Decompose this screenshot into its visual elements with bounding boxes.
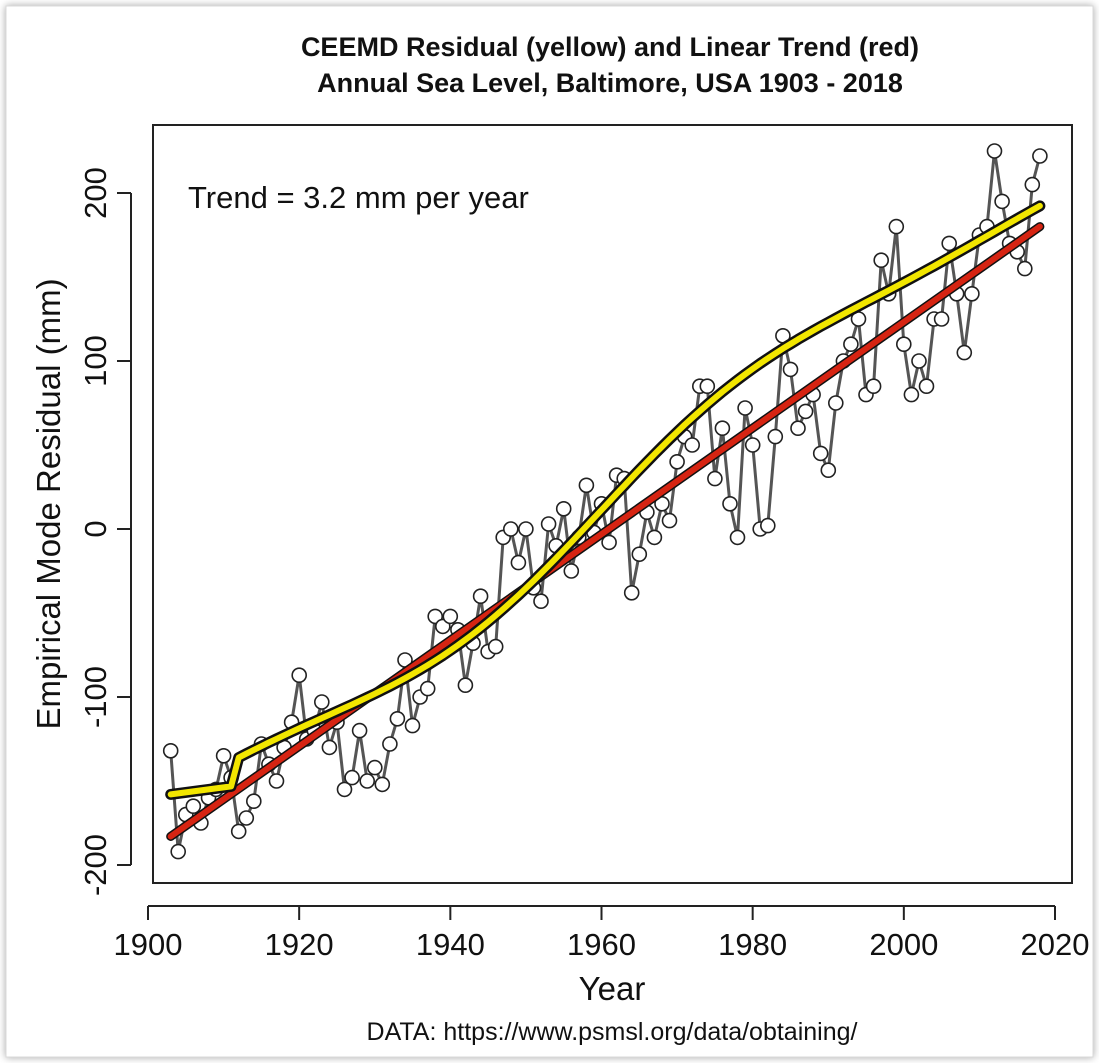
data-point [865,378,882,395]
trend-series [166,222,1045,841]
data-point [578,477,595,494]
y-tick-label: -100 [78,666,113,728]
data-point [661,512,678,529]
residual-series [165,200,1046,800]
chart-title: CEEMD Residual (yellow) and Linear Trend… [301,32,919,62]
data-point [215,747,232,764]
data-point [790,420,806,437]
data-point [941,235,958,252]
data-point [820,462,837,479]
data-point [714,420,731,437]
data-point [230,823,247,840]
data-point [631,546,648,563]
data-point [729,529,746,546]
data-point [737,400,753,416]
data-point [767,428,784,445]
data-point [246,793,262,810]
data-point [956,344,973,361]
data-point [555,500,572,517]
data-point [1024,176,1041,193]
data-point [986,143,1003,159]
data-point [722,495,738,512]
data-point [457,677,474,694]
data-point [344,769,360,786]
data-point [336,781,353,798]
x-tick-label: 1960 [567,927,636,962]
data-point [518,521,534,537]
data-point [419,680,436,697]
data-point [1017,260,1033,277]
data-point [1032,148,1048,164]
x-axis-label: Year [579,970,646,1007]
data-point [472,588,489,605]
data-point [238,810,255,826]
data-point [382,736,398,752]
data-point [313,694,330,710]
data-point [873,252,890,269]
data-point [744,437,761,453]
x-tick-label: 2020 [1021,927,1090,962]
data-point [389,710,406,727]
x-tick-label: 1920 [265,927,334,962]
data-point [797,403,814,420]
data-point [533,593,549,610]
data-point [359,773,376,789]
data-point [540,516,557,532]
x-axis: 1900 1920 1940 1960 1980 2000 2020 [114,905,1090,962]
data-point [321,739,338,756]
data-point [903,386,920,403]
data-point [669,453,685,470]
source-note: DATA: https://www.psmsl.org/data/obtaini… [367,1018,858,1046]
data-point [684,437,701,453]
chart-subtitle: Annual Sea Level, Baltimore, USA 1903 - … [317,68,903,98]
x-tick-label: 1940 [416,927,485,962]
data-point [911,353,927,369]
data-point [843,336,859,353]
y-tick-label: 200 [78,167,113,219]
data-point [170,843,186,860]
trend-annotation: Trend = 3.2 mm per year [188,180,529,215]
data-point [291,667,308,684]
data-point [502,521,519,537]
x-tick-label: 2000 [869,927,938,962]
y-axis-label: Empirical Mode Residual (mm) [30,278,67,729]
data-point [623,584,640,601]
data-point [827,395,844,411]
data-point [366,759,383,776]
data-point [964,285,980,302]
y-axis: -200 -100 0 100 200 [78,167,132,896]
data-point [888,218,905,235]
data-point [374,776,391,793]
data-point [442,608,459,625]
x-tick-label: 1980 [718,927,787,962]
data-point [994,193,1010,210]
data-point [510,554,527,571]
data-point [812,445,829,462]
data-point [563,563,580,579]
plot-area [152,124,1073,884]
residual-line [167,202,1043,798]
x-tick-label: 1900 [114,927,183,962]
data-point [759,517,776,534]
data-point [933,311,950,327]
y-tick-label: 100 [78,335,113,387]
data-point [404,717,421,734]
data-point [918,378,935,395]
trend-line [167,223,1043,840]
data-point [268,773,285,789]
data-point [699,378,716,395]
data-point [185,798,202,815]
y-tick-label: 0 [78,520,113,537]
data-point [487,638,504,655]
data-point [707,470,723,487]
data-point [601,534,617,551]
y-tick-label: -200 [78,834,113,896]
data-point [162,742,179,759]
data-point [895,336,912,353]
data-point [782,361,799,378]
data-point [351,722,368,739]
data-point [646,529,663,546]
